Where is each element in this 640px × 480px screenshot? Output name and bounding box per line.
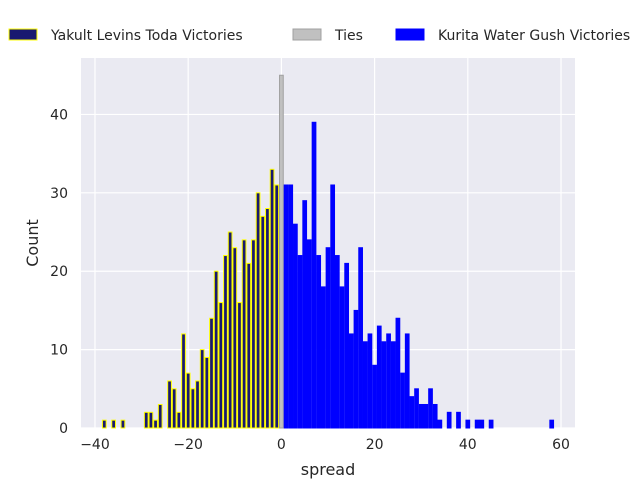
x-tick-label: 20 xyxy=(366,437,384,453)
legend-label: Yakult Levins Toda Victories xyxy=(50,28,243,44)
yakult-bar xyxy=(195,380,200,429)
kurita-bar xyxy=(414,388,419,429)
ties-bar xyxy=(279,74,284,429)
x-axis-label: spread xyxy=(301,460,356,479)
yakult-bar xyxy=(223,255,228,429)
legend-swatch xyxy=(8,28,38,41)
kurita-bar xyxy=(302,200,308,429)
y-tick-label: 40 xyxy=(50,107,68,123)
kurita-bar xyxy=(376,325,382,429)
kurita-bar xyxy=(386,333,391,429)
kurita-bar xyxy=(428,388,433,429)
yakult-bar xyxy=(153,419,158,429)
kurita-bar xyxy=(353,309,359,429)
legend: Yakult Levins Toda Victories Ties Kurita W… xyxy=(8,28,630,44)
yakult-bar xyxy=(274,184,280,429)
yakult-bar xyxy=(171,388,177,429)
kurita-bar xyxy=(325,247,331,429)
x-tick-label: 40 xyxy=(459,437,477,453)
yakult-bar xyxy=(227,231,233,429)
y-tick-label: 30 xyxy=(50,186,68,202)
yakult-bar xyxy=(218,302,224,429)
kurita-bar xyxy=(390,341,396,429)
kurita-bar xyxy=(348,333,354,429)
kurita-bar xyxy=(395,317,401,429)
kurita-bar xyxy=(288,184,294,429)
kurita-bar xyxy=(381,341,387,429)
kurita-bar xyxy=(297,255,303,429)
kurita-bar xyxy=(320,286,326,429)
yakult-bar xyxy=(199,349,205,429)
legend-swatch xyxy=(292,28,322,41)
yakult-bar xyxy=(232,247,238,429)
x-tick-label: 0 xyxy=(277,437,286,453)
x-tick-label: 60 xyxy=(552,437,570,453)
y-tick-labels: 0 10 20 30 40 xyxy=(50,107,68,437)
yakult-bar xyxy=(251,239,256,429)
kurita-bar xyxy=(334,255,340,429)
yakult-bar xyxy=(167,380,172,429)
yakult-bar xyxy=(260,215,266,429)
yakult-bar xyxy=(265,208,270,429)
kurita-bar xyxy=(488,419,494,429)
yakult-bar xyxy=(209,317,214,429)
yakult-bar xyxy=(111,419,116,429)
legend-swatch xyxy=(395,28,425,41)
kurita-bar xyxy=(465,419,471,429)
yakult-bar xyxy=(157,403,163,429)
kurita-bar xyxy=(479,419,485,429)
x-tick-label: −40 xyxy=(80,437,110,453)
y-axis-label: Count xyxy=(23,219,42,267)
y-tick-label: 20 xyxy=(50,264,68,280)
kurita-bar xyxy=(339,286,345,429)
kurita-bar xyxy=(409,396,415,429)
legend-label: Kurita Water Gush Victories xyxy=(438,28,630,44)
kurita-bar xyxy=(400,372,405,429)
kurita-bar xyxy=(306,239,312,429)
x-tick-labels: −40 −20 0 20 40 60 xyxy=(80,437,570,453)
yakult-bar xyxy=(148,411,154,429)
bars xyxy=(101,74,555,429)
yakult-bar xyxy=(213,270,219,429)
kurita-bar xyxy=(293,223,298,429)
yakult-bar xyxy=(143,411,149,429)
x-tick-label: −20 xyxy=(173,437,203,453)
kurita-bar xyxy=(437,419,443,429)
kurita-bar xyxy=(283,184,289,429)
yakult-bar xyxy=(237,302,242,429)
kurita-bar xyxy=(330,184,336,429)
kurita-bar xyxy=(372,364,377,429)
yakult-bar xyxy=(176,411,182,429)
yakult-bar xyxy=(246,262,252,429)
yakult-bar xyxy=(190,388,196,429)
kurita-bar xyxy=(432,403,438,429)
yakult-bar xyxy=(181,333,186,429)
y-tick-label: 10 xyxy=(50,343,68,359)
kurita-bar xyxy=(311,121,317,429)
kurita-bar xyxy=(456,411,461,429)
yakult-bar xyxy=(241,239,247,429)
kurita-bar xyxy=(418,403,424,429)
kurita-bar xyxy=(316,255,322,429)
kurita-bar xyxy=(446,411,452,429)
kurita-bar xyxy=(344,262,350,429)
kurita-bar xyxy=(474,419,480,429)
yakult-bar xyxy=(204,356,210,429)
kurita-bar xyxy=(423,403,429,429)
kurita-bar xyxy=(367,333,373,429)
kurita-bar xyxy=(362,341,368,429)
yakult-bar xyxy=(255,192,261,429)
kurita-bar xyxy=(358,247,363,429)
kurita-bar xyxy=(404,333,410,429)
yakult-bar xyxy=(101,419,107,429)
legend-label: Ties xyxy=(334,28,363,44)
yakult-bar xyxy=(269,168,275,429)
kurita-bar xyxy=(549,419,555,429)
yakult-bar xyxy=(185,372,191,429)
yakult-bar xyxy=(120,419,126,429)
y-tick-label: 0 xyxy=(59,421,68,437)
